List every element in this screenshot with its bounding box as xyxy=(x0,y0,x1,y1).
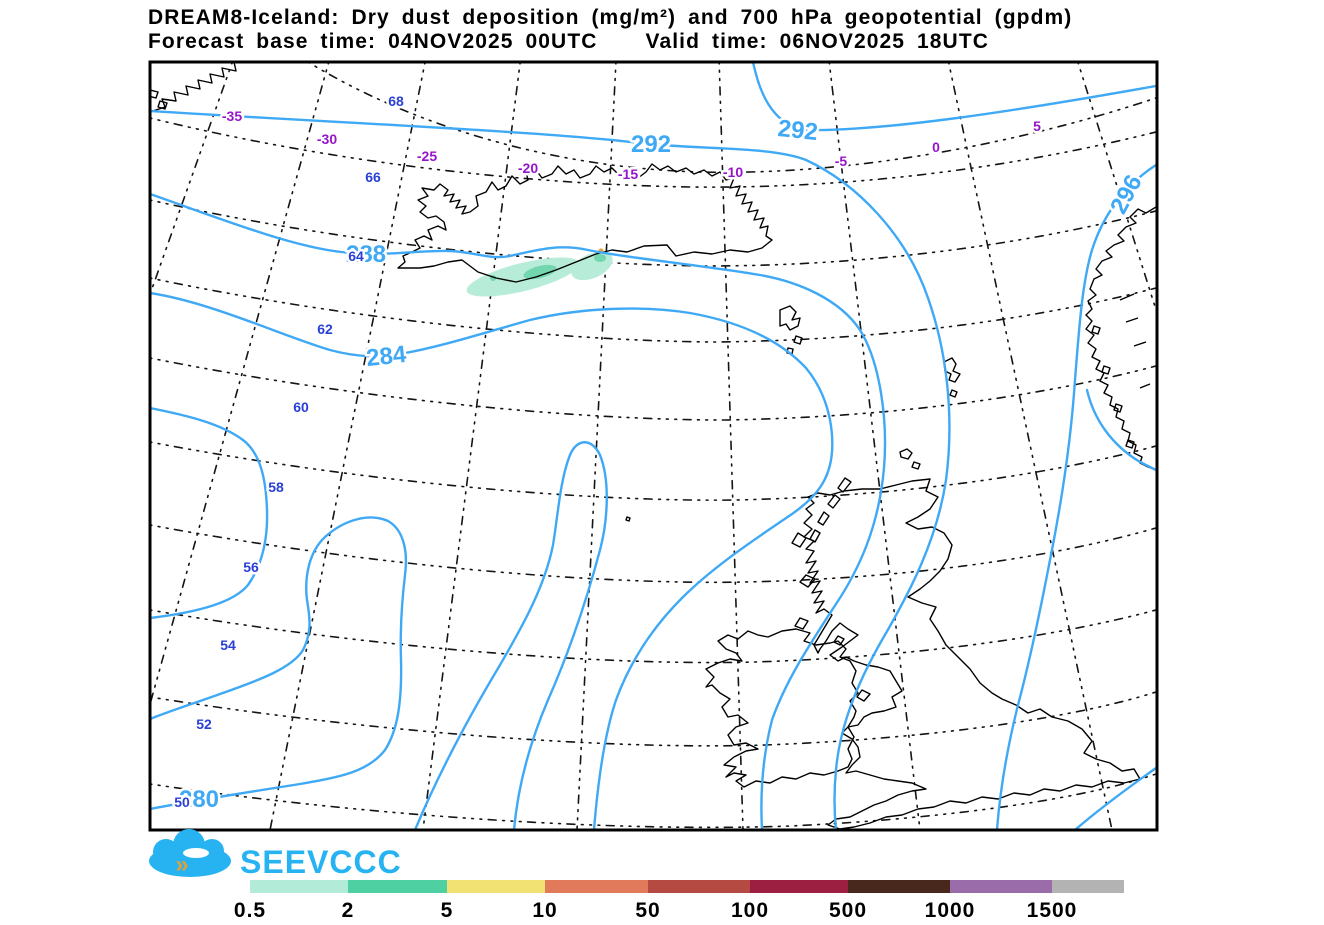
longitude-label: -10 xyxy=(723,164,743,180)
seevccc-logo-text: SEEVCCC xyxy=(240,844,402,880)
colorbar-tick-label: 10 xyxy=(532,899,557,922)
contour-label: 280 xyxy=(179,786,219,813)
coastlines xyxy=(151,63,1156,829)
colorbar-segment xyxy=(545,880,648,893)
colorbar-segment xyxy=(848,880,950,893)
latitude-label: 54 xyxy=(220,637,236,653)
longitude-labels: -35 -30 -25 -20 -15 -10 -5 0 5 xyxy=(219,106,1043,185)
latitude-label: 52 xyxy=(196,716,212,732)
latitude-label: 56 xyxy=(243,559,259,575)
colorbar-tick-label: 500 xyxy=(829,899,867,922)
latitude-labels: 68 66 64 62 60 58 56 54 52 50 xyxy=(172,91,407,813)
colorbar-tick-label: 2 xyxy=(342,899,355,922)
logo-arrow-icon: » xyxy=(175,851,188,878)
map-border xyxy=(148,60,1159,832)
longitude-label: -35 xyxy=(222,108,242,124)
map-inner: 29229228828428029668666462605856545250-3… xyxy=(151,63,1156,829)
dust-deposition-patch xyxy=(466,248,613,297)
longitude-label: 0 xyxy=(932,139,940,155)
colorbar-segment xyxy=(950,880,1052,893)
chart-title: DREAM8-Iceland: Dry dust deposition (mg/… xyxy=(148,6,1073,29)
seevccc-logo: » SEEVCCC xyxy=(149,829,402,880)
colorbar: 0.5 2 5 10 50 100 500 1000 1500 xyxy=(234,880,1124,922)
longitude-label: -20 xyxy=(518,160,538,176)
contour-label: 284 xyxy=(365,341,408,372)
contour-label: 288 xyxy=(346,241,386,268)
latitude-label: 60 xyxy=(293,399,309,415)
contour-lines xyxy=(151,63,1156,829)
latitude-label: 68 xyxy=(388,93,404,109)
latitude-label: 66 xyxy=(365,169,381,185)
chart-subtitle: Forecast base time: 04NOV2025 00UTC Valid… xyxy=(148,30,1072,54)
latitude-label: 50 xyxy=(174,794,190,810)
latitude-label: 58 xyxy=(268,479,284,495)
colorbar-tick-label: 1500 xyxy=(1027,899,1078,922)
latitude-label: 64 xyxy=(348,248,364,264)
colorbar-segment xyxy=(447,880,545,893)
colorbar-segment xyxy=(1052,880,1124,893)
chart-header: DREAM8-Iceland: Dry dust deposition (mg/… xyxy=(148,6,1072,54)
colorbar-tick-label: 0.5 xyxy=(234,899,266,922)
graticule xyxy=(151,63,1156,829)
latitude-label: 62 xyxy=(317,321,333,337)
colorbar-tick-label: 50 xyxy=(635,899,660,922)
colorbar-segment xyxy=(250,880,348,893)
forecast-base-time: Forecast base time: 04NOV2025 00UTC xyxy=(148,30,598,53)
colorbar-segment xyxy=(648,880,750,893)
contour-label: 292 xyxy=(776,115,819,146)
longitude-label: -30 xyxy=(317,131,337,147)
colorbar-tick-label: 5 xyxy=(441,899,454,922)
colorbar-tick-label: 100 xyxy=(731,899,769,922)
contour-label: 292 xyxy=(631,131,671,158)
longitude-label: -25 xyxy=(417,148,437,164)
cloud-icon xyxy=(149,829,231,877)
longitude-label: -15 xyxy=(618,166,638,182)
valid-time: Valid time: 06NOV2025 18UTC xyxy=(645,30,990,53)
colorbar-tick-label: 1000 xyxy=(925,899,976,922)
colorbar-segment xyxy=(750,880,848,893)
colorbar-segment xyxy=(348,880,447,893)
longitude-label: -5 xyxy=(835,153,848,169)
longitude-label: 5 xyxy=(1033,118,1041,134)
